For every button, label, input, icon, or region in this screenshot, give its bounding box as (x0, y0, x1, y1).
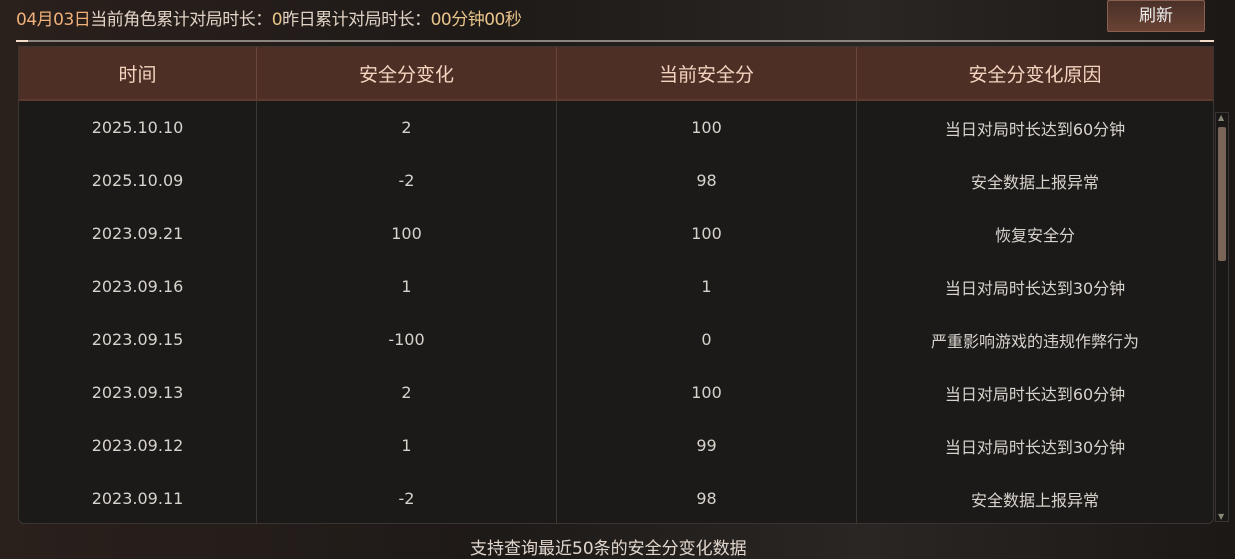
table-cell: 2 (257, 101, 557, 154)
current-playtime-label: 当前角色累计对局时长： (90, 10, 272, 30)
refresh-button[interactable]: 刷新 (1107, 0, 1205, 32)
table-cell: 99 (557, 419, 857, 472)
table-row: 2023.09.11 -2 98 安全数据上报异常 (19, 472, 1213, 523)
column-header: 安全分变化原因 (968, 63, 1102, 86)
table-body: 2025.10.10 2 100 当日对局时长达到60分钟 2025.10.09 -2 98… (19, 101, 1213, 523)
table-cell: 1 (257, 260, 557, 313)
table-cell: -100 (257, 313, 557, 366)
security-score-table: 时间 安全分变化 当前安全分 安全分变化原因 2025.10.10 2 100 当日对… (18, 46, 1214, 524)
table-cell: 2025.10.10 (19, 101, 257, 154)
column-header: 时间 (19, 47, 257, 99)
table-cell: 98 (557, 472, 857, 523)
table-cell: 2023.09.16 (19, 260, 257, 313)
table-cell: 2023.09.13 (19, 366, 257, 419)
table-cell: 100 (557, 101, 857, 154)
playtime-summary: 04月03日当前角色累计对局时长：0昨日累计对局时长：00分钟00秒 (16, 5, 522, 30)
table-cell: 100 (257, 207, 557, 260)
table-cell: 1 (557, 260, 857, 313)
footer-note: 支持查询最近50条的安全分变化数据 (470, 539, 747, 559)
table-row: 2023.09.16 1 1 当日对局时长达到30分钟 (19, 260, 1213, 313)
table-header: 时间 安全分变化 当前安全分 安全分变化原因 (19, 47, 1213, 101)
divider (16, 40, 1214, 42)
table-cell: -2 (257, 472, 557, 523)
column-header: 安全分变化 (257, 47, 557, 99)
table-cell: 安全数据上报异常 (970, 172, 1099, 192)
table-row: 2023.09.15 -100 0 严重影响游戏的违规作弊行为 (19, 313, 1213, 366)
table-cell: 100 (557, 366, 857, 419)
table-cell: 当日对局时长达到30分钟 (944, 437, 1126, 457)
current-playtime-value: 0 (271, 10, 283, 30)
table-cell: 当日对局时长达到30分钟 (944, 278, 1126, 298)
scroll-down-icon[interactable]: ▼ (1218, 512, 1225, 521)
table-cell: 2023.09.12 (19, 419, 257, 472)
table-row: 2025.10.10 2 100 当日对局时长达到60分钟 (19, 101, 1213, 154)
table-cell: 98 (557, 154, 857, 207)
date: 04月03日 (16, 10, 91, 30)
table-cell: 当日对局时长达到60分钟 (944, 119, 1126, 139)
table-cell: 100 (557, 207, 857, 260)
table-cell: 安全数据上报异常 (970, 490, 1099, 510)
table-row: 2023.09.21 100 100 恢复安全分 (19, 207, 1213, 260)
scrollbar-thumb[interactable] (1218, 127, 1226, 261)
table-cell: 1 (257, 419, 557, 472)
table-cell: 严重影响游戏的违规作弊行为 (930, 331, 1139, 351)
table-row: 2023.09.12 1 99 当日对局时长达到30分钟 (19, 419, 1213, 472)
table-cell: 2023.09.11 (19, 472, 257, 523)
table-cell: 当日对局时长达到60分钟 (944, 384, 1126, 404)
table-cell: 恢复安全分 (994, 225, 1075, 245)
table-cell: 2 (257, 366, 557, 419)
column-header: 当前安全分 (557, 47, 857, 99)
table-row: 2023.09.13 2 100 当日对局时长达到60分钟 (19, 366, 1213, 419)
table-cell: -2 (257, 154, 557, 207)
scrollbar[interactable]: ▲ ▼ (1215, 112, 1229, 522)
yesterday-playtime-value: 00分钟00秒 (430, 10, 522, 30)
scroll-up-icon[interactable]: ▲ (1218, 113, 1225, 122)
yesterday-playtime-label: 昨日累计对局时长： (282, 10, 431, 30)
table-cell: 2023.09.21 (19, 207, 257, 260)
table-cell: 2025.10.09 (19, 154, 257, 207)
table-row: 2025.10.09 -2 98 安全数据上报异常 (19, 154, 1213, 207)
table-cell: 2023.09.15 (19, 313, 257, 366)
table-cell: 0 (557, 313, 857, 366)
